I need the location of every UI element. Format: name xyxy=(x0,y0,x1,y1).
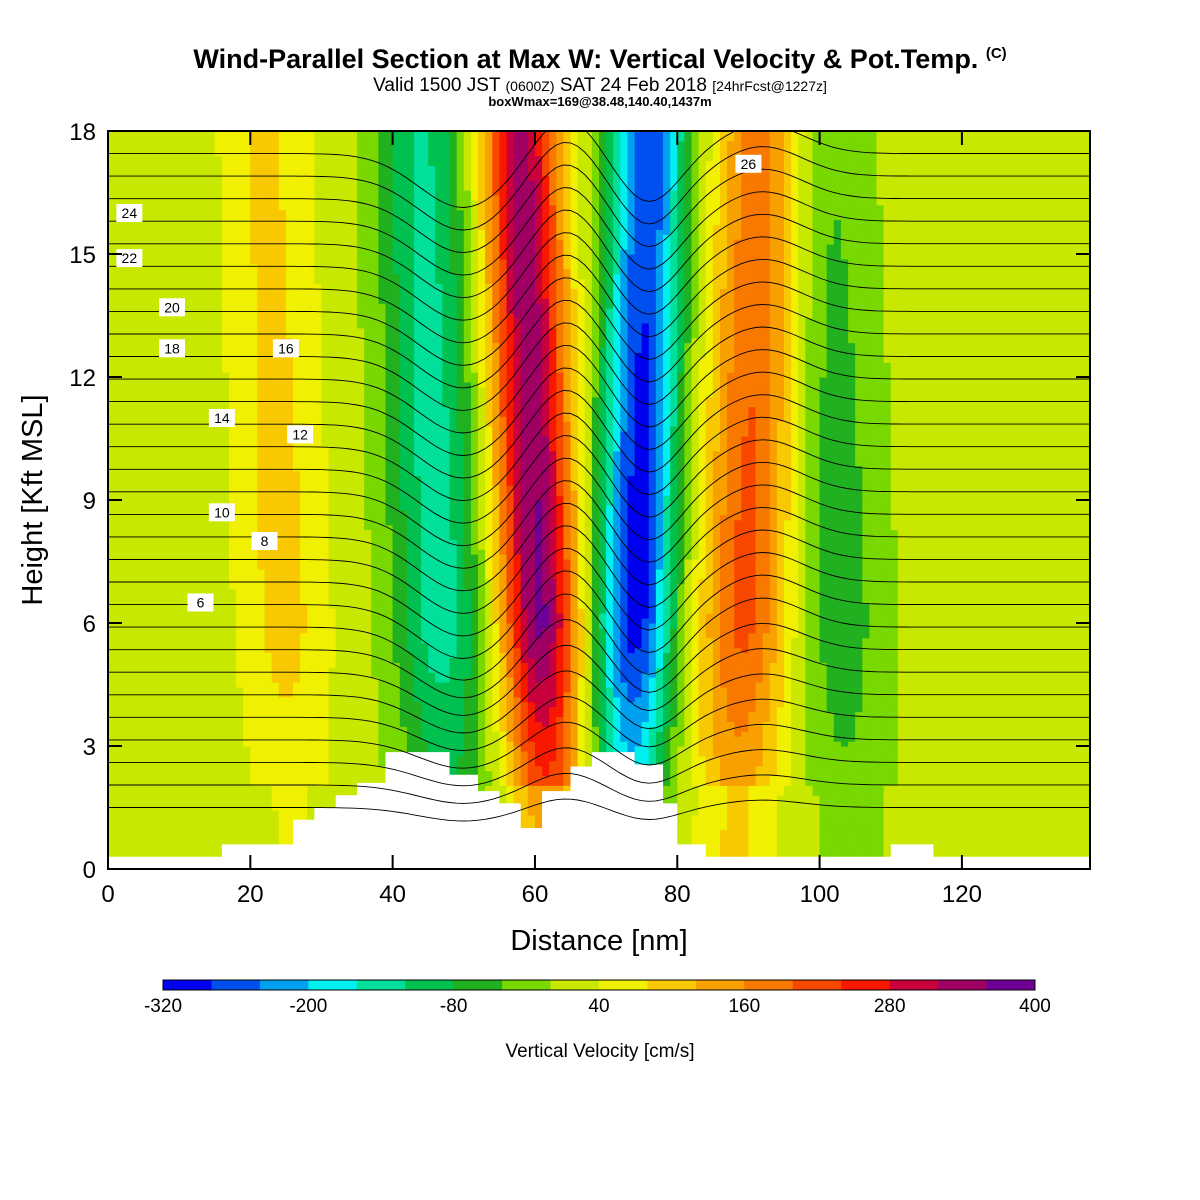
contour-label: 8 xyxy=(251,532,278,550)
axes: 0 20 40 60 80 100 120 0 3 6 9 12 15 18 xyxy=(69,119,1090,908)
colorbar-tick-label: -80 xyxy=(440,996,467,1017)
forecast-info: [24hrFcst@1227z] xyxy=(712,78,827,94)
contour-label: 22 xyxy=(116,249,143,268)
colorbar-swatch xyxy=(744,980,794,990)
colorbar-swatch xyxy=(163,980,212,990)
contour-label: 12 xyxy=(287,425,314,444)
colorbar-tick-label: 40 xyxy=(588,996,609,1017)
title-main: Wind-Parallel Section at Max W: Vertical… xyxy=(193,44,978,74)
valid-time: Valid 1500 JST xyxy=(373,75,500,96)
colorbar-swatch xyxy=(695,980,745,990)
x-tick-label: 120 xyxy=(942,881,982,908)
x-tick-label: 80 xyxy=(664,881,691,908)
colorbar-swatch xyxy=(986,980,1036,990)
y-tick-label: 9 xyxy=(83,488,96,515)
contour-label: 20 xyxy=(159,298,186,317)
contour-label: 10 xyxy=(208,503,235,522)
y-tick-label: 18 xyxy=(69,119,96,146)
x-tick-label: 20 xyxy=(237,881,264,908)
contour-label: 26 xyxy=(735,154,762,173)
y-tick-label: 3 xyxy=(83,734,96,761)
colorbar-tick-label: 280 xyxy=(874,996,906,1017)
colorbar-swatch xyxy=(938,980,988,990)
x-tick-label: 100 xyxy=(800,881,840,908)
contour-label: 6 xyxy=(187,593,214,612)
y-tick-label: 12 xyxy=(69,365,96,392)
colorbar-swatch xyxy=(259,980,309,990)
x-axis-label: Distance [nm] xyxy=(510,925,687,957)
chart-title: Wind-Parallel Section at Max W: Vertical… xyxy=(0,44,1200,75)
colorbar-tick-label: 400 xyxy=(1019,996,1051,1017)
colorbar-swatch xyxy=(211,980,261,990)
colorbar-swatch xyxy=(405,980,455,990)
colorbar-swatch xyxy=(889,980,939,990)
x-tick-label: 0 xyxy=(101,881,114,908)
colorbar-swatch xyxy=(550,980,600,990)
colorbar-tick-label: -200 xyxy=(289,996,327,1017)
colorbar-swatch xyxy=(356,980,406,990)
x-tick-label: 60 xyxy=(522,881,549,908)
colorbar-swatch xyxy=(647,980,697,990)
y-tick-label: 6 xyxy=(83,611,96,638)
box-info: boxWmax=169@38.48,140.40,1437m xyxy=(0,94,1200,109)
valid-utc: (0600Z) xyxy=(506,78,555,94)
colorbar: -320 -200 -80 40 160 280 400 xyxy=(144,979,1051,1017)
y-tick-label: 15 xyxy=(69,242,96,269)
valid-date: SAT 24 Feb 2018 xyxy=(560,75,707,96)
colorbar-swatch xyxy=(308,980,358,990)
title-copyright: (C) xyxy=(986,45,1007,62)
x-tick-label: 40 xyxy=(379,881,406,908)
contour-label: 16 xyxy=(272,339,299,358)
colorbar-swatch xyxy=(502,980,552,990)
contour-label: 24 xyxy=(116,204,143,222)
colorbar-label: Vertical Velocity [cm/s] xyxy=(505,1041,694,1062)
contour-labels: 6 8 10 12 14 16 18 20 22 24 26 xyxy=(116,154,762,612)
colorbar-swatch xyxy=(599,980,648,990)
contour-label: 14 xyxy=(208,409,235,427)
colorbar-swatch xyxy=(792,980,842,990)
colorbar-tick-label: 160 xyxy=(728,996,760,1017)
y-axis-label: Height [Kft MSL] xyxy=(17,394,49,605)
terrain xyxy=(108,752,1090,869)
chart-subtitle: Valid 1500 JST (0600Z) SAT 24 Feb 2018 [… xyxy=(0,75,1200,97)
theta-contours xyxy=(108,131,1090,822)
colorbar-swatch xyxy=(841,980,891,990)
colorbar-swatch xyxy=(453,980,503,990)
y-tick-label: 0 xyxy=(83,857,96,884)
contour-label: 18 xyxy=(159,339,186,358)
colorbar-tick-label: -320 xyxy=(144,996,182,1017)
